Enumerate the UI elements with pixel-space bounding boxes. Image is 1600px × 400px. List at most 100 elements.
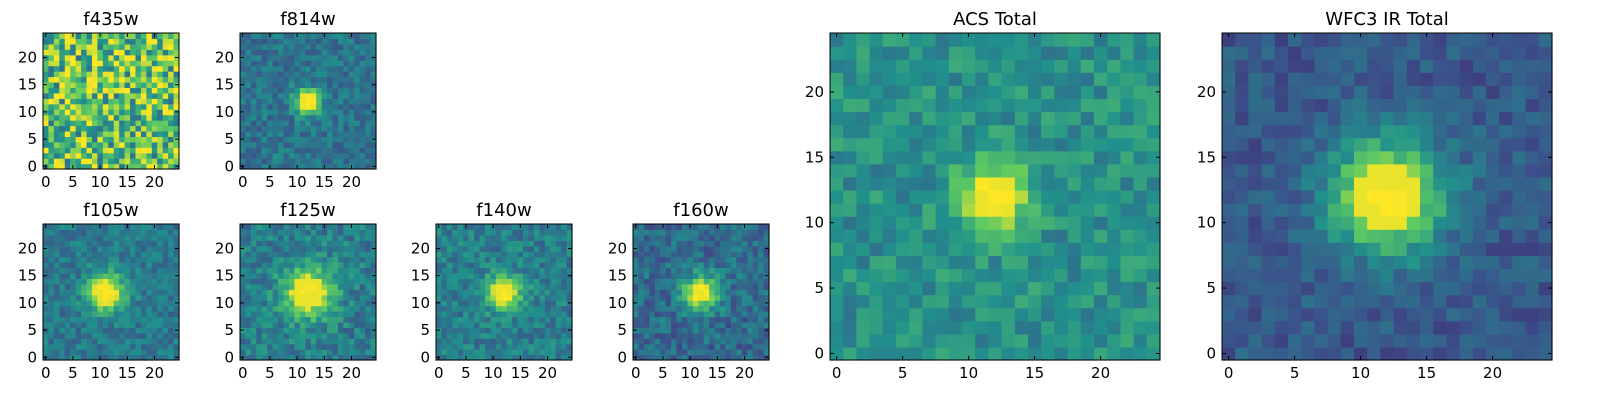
- heatmap-cell: [566, 256, 573, 263]
- heatmap-cell: [146, 163, 153, 170]
- heatmap-cell: [935, 320, 950, 335]
- heatmap-cell: [146, 294, 153, 301]
- heatmap-cell: [354, 283, 361, 290]
- heatmap-cell: [162, 125, 169, 132]
- heatmap-cell: [948, 189, 963, 204]
- heatmap-cell: [1340, 229, 1355, 243]
- heatmap-cell: [1433, 346, 1447, 361]
- heatmap-cell: [1028, 268, 1042, 283]
- heatmap-cell: [1235, 320, 1249, 335]
- heatmap-cell: [53, 163, 60, 170]
- heatmap-cell: [665, 278, 672, 285]
- heatmap-cell: [566, 240, 573, 247]
- heatmap-cell: [869, 346, 884, 361]
- heatmap-cell: [1120, 281, 1135, 296]
- heatmap-cell: [1133, 124, 1148, 139]
- heatmap-cell: [97, 71, 104, 78]
- heatmap-cell: [1274, 189, 1289, 204]
- heatmap-cell: [240, 130, 247, 137]
- heatmap-cell: [130, 43, 137, 50]
- heatmap-cell: [97, 305, 104, 312]
- heatmap-cell: [741, 305, 748, 312]
- heatmap-cell: [327, 125, 334, 132]
- heatmap-cell: [1054, 72, 1069, 86]
- heatmap-cell: [1107, 203, 1121, 217]
- heatmap-cell: [896, 242, 910, 256]
- heatmap-cell: [660, 343, 667, 350]
- heatmap-cell: [1067, 59, 1082, 73]
- heatmap-cell: [310, 311, 317, 318]
- heatmap-cell: [294, 240, 301, 247]
- heatmap-cell: [436, 321, 443, 328]
- heatmap-cell: [544, 338, 551, 345]
- heatmap-cell: [113, 141, 120, 148]
- heatmap-cell: [1001, 229, 1016, 243]
- heatmap-cell: [1354, 281, 1368, 296]
- heatmap-cell: [1261, 216, 1276, 230]
- heatmap-cell: [1274, 333, 1289, 348]
- heatmap-cell: [370, 234, 377, 241]
- heatmap-cell: [1406, 176, 1421, 191]
- heatmap-cell: [157, 327, 164, 334]
- heatmap-cell: [135, 316, 142, 323]
- heatmap-cell: [830, 242, 844, 256]
- heatmap-cell: [332, 300, 339, 307]
- heatmap-cell: [1472, 320, 1487, 335]
- heatmap-cell: [962, 320, 976, 335]
- heatmap-cell: [370, 152, 377, 159]
- heatmap-cell: [59, 305, 66, 312]
- heatmap-cell: [168, 311, 175, 318]
- heatmap-cell: [43, 278, 50, 285]
- heatmap-cell: [468, 256, 475, 263]
- heatmap-cell: [70, 251, 77, 258]
- heatmap-cell: [81, 256, 88, 263]
- heatmap-cell: [124, 349, 131, 356]
- heatmap-cell: [64, 109, 71, 116]
- heatmap-cell: [1301, 216, 1315, 230]
- heatmap-cell: [922, 242, 937, 256]
- heatmap-cell: [484, 316, 491, 323]
- heatmap-cell: [261, 316, 268, 323]
- heatmap-cell: [70, 311, 77, 318]
- heatmap-cell: [267, 65, 274, 72]
- heatmap-cell: [1248, 229, 1263, 243]
- heatmap-cell: [539, 300, 546, 307]
- heatmap-cell: [457, 283, 464, 290]
- heatmap-cell: [316, 283, 323, 290]
- heatmap-cell: [113, 229, 120, 236]
- heatmap-cell: [157, 136, 164, 143]
- heatmap-cell: [1406, 203, 1421, 217]
- heatmap-cell: [452, 245, 459, 252]
- heatmap-cell: [1067, 320, 1082, 335]
- heatmap-cell: [463, 343, 470, 350]
- heatmap-cell: [288, 354, 295, 361]
- heatmap-cell: [714, 300, 721, 307]
- heatmap-cell: [97, 349, 104, 356]
- heatmap-cell: [75, 136, 82, 143]
- heatmap-cell: [299, 229, 306, 236]
- heatmap-cell: [1133, 281, 1148, 296]
- heatmap-cell: [240, 71, 247, 78]
- heatmap-cell: [474, 272, 481, 279]
- heatmap-cell: [267, 76, 274, 83]
- heatmap-cell: [75, 349, 82, 356]
- heatmap-cell: [130, 300, 137, 307]
- heatmap-cell: [354, 224, 361, 231]
- heatmap-cell: [703, 294, 710, 301]
- heatmap-cell: [102, 114, 109, 121]
- heatmap-cell: [64, 289, 71, 296]
- heatmap-cell: [736, 349, 743, 356]
- heatmap-cell: [43, 60, 50, 67]
- heatmap-cell: [64, 311, 71, 318]
- heatmap-cell: [948, 33, 963, 47]
- heatmap-cell: [633, 240, 640, 247]
- heatmap-cell: [250, 136, 257, 143]
- heatmap-cell: [698, 256, 705, 263]
- heatmap-cell: [43, 234, 50, 241]
- heatmap-cell: [1133, 46, 1148, 60]
- heatmap-cell: [316, 158, 323, 165]
- heatmap-cell: [321, 120, 328, 127]
- heatmap-cell: [327, 338, 334, 345]
- heatmap-cell: [544, 245, 551, 252]
